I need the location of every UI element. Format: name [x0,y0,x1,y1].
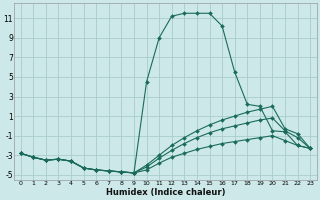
X-axis label: Humidex (Indice chaleur): Humidex (Indice chaleur) [106,188,225,197]
